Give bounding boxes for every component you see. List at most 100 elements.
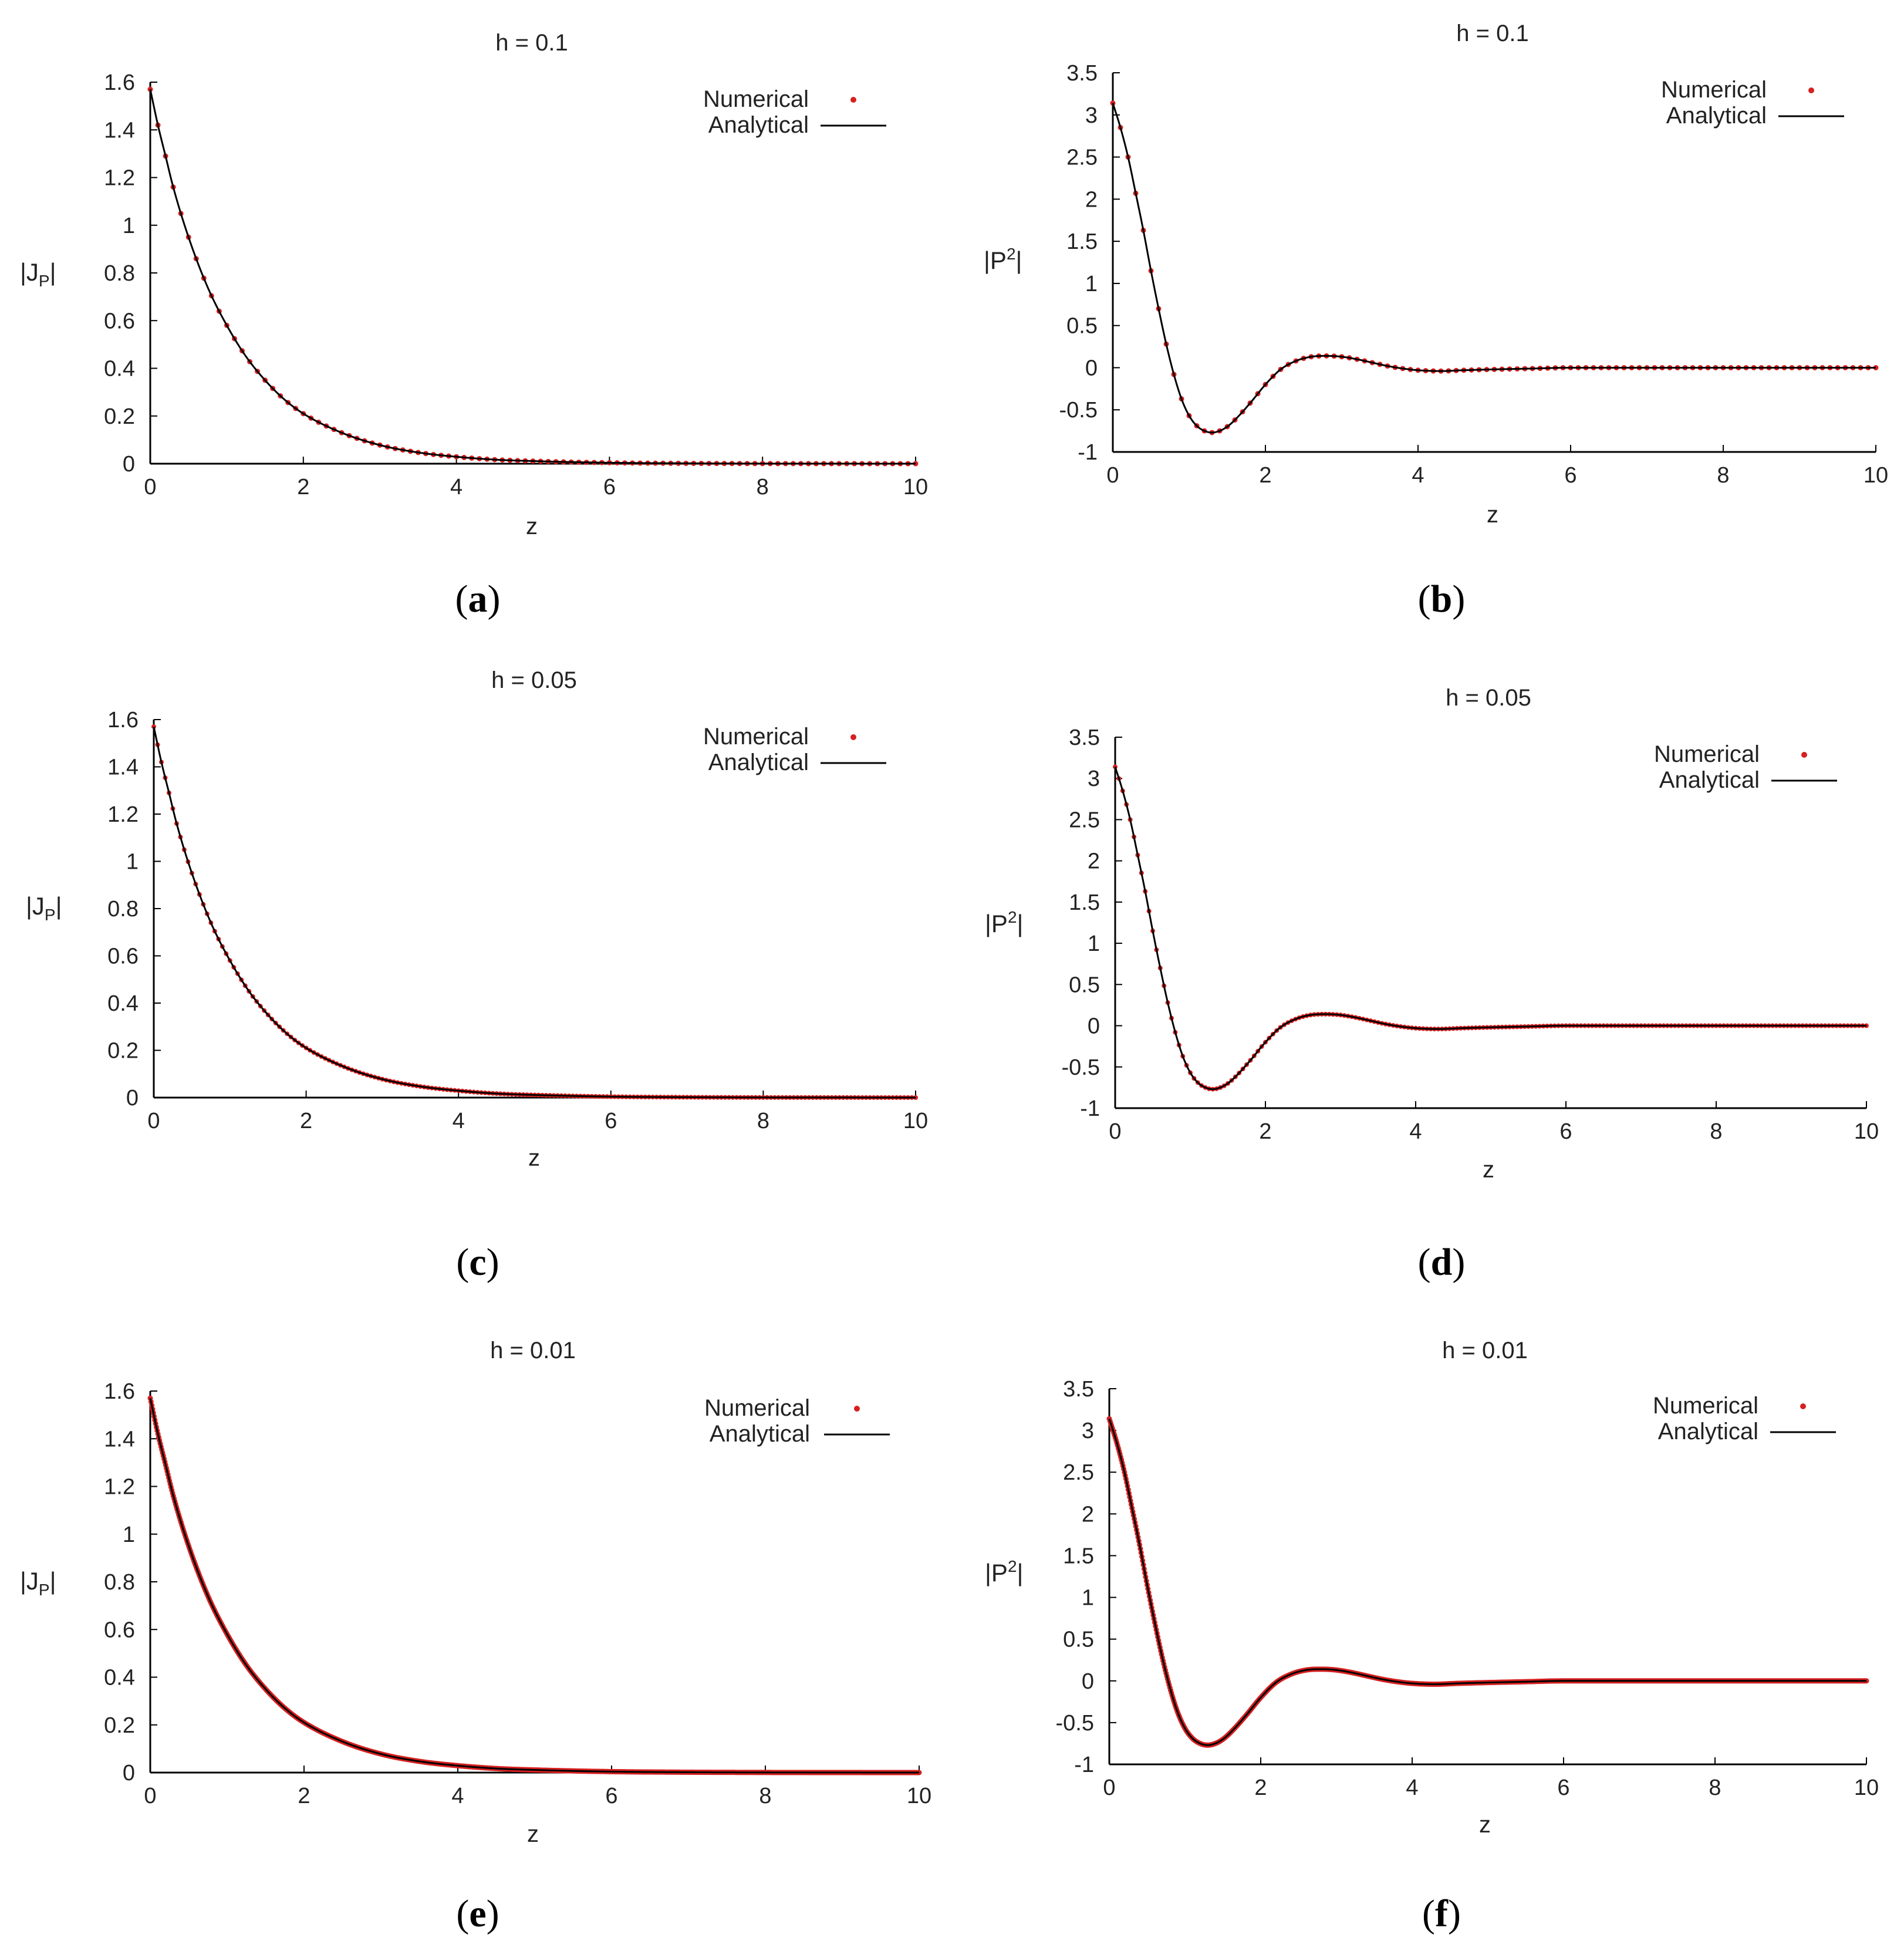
y-tick-label: 0.6 <box>107 944 139 969</box>
series-analytical-line <box>149 1398 919 1774</box>
series-analytical-line <box>149 89 916 465</box>
x-tick-label: 2 <box>1254 1776 1267 1800</box>
y-axis-label-close: | <box>50 1567 56 1595</box>
y-tick-label: 1 <box>1085 272 1098 296</box>
x-tick-label: 6 <box>1559 1119 1572 1144</box>
y-tick-label: 0.8 <box>104 1570 135 1595</box>
x-tick-label: 4 <box>453 1109 465 1133</box>
legend-label-analytical: Analytical <box>708 112 809 138</box>
y-tick-label: 0.6 <box>104 309 135 333</box>
y-tick-label: -1 <box>1080 1096 1100 1121</box>
caption-close: ) <box>487 1892 499 1935</box>
x-tick-label: 0 <box>147 1109 160 1133</box>
caption-f: (f) <box>1422 1892 1461 1935</box>
y-tick-label: 0.5 <box>1069 973 1100 997</box>
y-tick-label: 1.6 <box>104 70 135 95</box>
y-tick-label: -0.5 <box>1056 1711 1094 1736</box>
x-tick-label: 10 <box>903 475 928 499</box>
x-tick-label: 4 <box>1412 463 1424 488</box>
panel-e: h = 0.01 z |JP| Numerical Analytical 0 2 4… <box>20 1338 931 1847</box>
x-axis-label: z <box>527 1821 539 1847</box>
legend-label-analytical: Analytical <box>1658 1419 1758 1444</box>
series-analytical-line <box>1114 767 1866 1091</box>
y-tick-label: 1.4 <box>104 1427 135 1452</box>
caption-c: (c) <box>456 1241 499 1284</box>
y-tick-label: 0.4 <box>107 991 139 1016</box>
y-tick-label: 0.5 <box>1066 314 1098 339</box>
x-axis-label: z <box>1487 502 1498 528</box>
x-tick-label: 10 <box>1864 463 1888 488</box>
y-tick-label: 0 <box>1082 1669 1094 1694</box>
x-tick-label: 2 <box>298 1784 310 1808</box>
series-analytical-line <box>1108 1418 1866 1746</box>
y-tick-label: 0.2 <box>107 1039 139 1064</box>
x-tick-label: 8 <box>757 475 769 499</box>
x-tick-label: 4 <box>450 475 463 499</box>
panel-c: h = 0.05 z |JP| Numerical Analytical 0 2 4… <box>26 667 928 1171</box>
x-tick-label: 2 <box>1259 463 1271 488</box>
x-tick-label: 10 <box>907 1784 931 1808</box>
caption-open: ( <box>455 578 468 620</box>
x-axis-label: z <box>526 514 538 539</box>
legend-marker-numerical <box>1801 752 1807 758</box>
caption-letter: e <box>469 1892 486 1935</box>
legend-label-numerical: Numerical <box>1653 1393 1758 1419</box>
y-tick-label: 2.5 <box>1066 146 1098 170</box>
legend-label-numerical: Numerical <box>703 724 809 750</box>
y-axis-label-close: | <box>1017 910 1024 937</box>
y-tick-label: 0 <box>126 1086 139 1110</box>
y-axis-label: |P2| <box>985 1557 1023 1587</box>
y-tick-label: 0.5 <box>1063 1628 1094 1652</box>
caption-open: ( <box>1422 1892 1435 1935</box>
x-tick-label: 10 <box>1854 1776 1879 1800</box>
caption-open: ( <box>1418 578 1431 620</box>
x-tick-label: 0 <box>1106 463 1119 488</box>
legend-label-numerical: Numerical <box>704 1395 810 1421</box>
y-tick-label: 2.5 <box>1069 808 1100 832</box>
chart-title: h = 0.05 <box>1446 685 1531 711</box>
x-tick-label: 4 <box>1409 1119 1422 1144</box>
chart-title: h = 0.05 <box>491 667 577 693</box>
y-tick-label: 1 <box>123 1523 135 1547</box>
y-tick-label: 3.5 <box>1063 1377 1094 1402</box>
y-tick-label: -0.5 <box>1062 1055 1100 1080</box>
x-axis-label: z <box>1483 1157 1494 1183</box>
y-axis-label-base: |J <box>20 258 39 286</box>
y-tick-label: 0 <box>1085 356 1098 380</box>
caption-close: ) <box>1452 1241 1465 1284</box>
y-tick-label: -0.5 <box>1059 398 1098 423</box>
y-tick-label: 1 <box>126 850 139 875</box>
y-axis-label: |JP| <box>20 1567 56 1599</box>
x-tick-label: 6 <box>605 1784 617 1808</box>
caption-letter: d <box>1431 1241 1453 1284</box>
x-tick-label: 6 <box>603 475 616 499</box>
y-axis-label-close: | <box>1017 1559 1024 1587</box>
y-tick-label: 1.6 <box>104 1379 135 1404</box>
legend-label-analytical: Analytical <box>710 1421 810 1447</box>
y-axis-label-base: |P <box>985 910 1008 937</box>
y-axis-label-superscript: 2 <box>1008 1557 1017 1575</box>
legend-label-numerical: Numerical <box>1654 741 1760 767</box>
y-axis-label: |P2| <box>985 908 1023 937</box>
y-tick-label: 2 <box>1088 849 1100 874</box>
legend-label-analytical: Analytical <box>1659 767 1760 793</box>
y-axis-label-base: |J <box>26 892 45 920</box>
y-tick-label: 3 <box>1082 1419 1094 1443</box>
y-tick-label: 0 <box>123 1761 135 1785</box>
x-axis-label: z <box>1479 1812 1491 1838</box>
legend-marker-numerical <box>1800 1403 1806 1409</box>
chart-title: h = 0.01 <box>490 1338 576 1363</box>
caption-b: (b) <box>1418 578 1466 620</box>
y-axis-label-subscript: P <box>45 906 56 924</box>
legend: Numerical Analytical <box>1653 1393 1758 1444</box>
y-axis-label: |JP| <box>26 892 62 924</box>
chart-title: h = 0.1 <box>1456 21 1528 46</box>
y-tick-label: 1.2 <box>104 166 135 191</box>
caption-a: (a) <box>455 578 501 620</box>
x-tick-label: 8 <box>1710 1119 1722 1144</box>
caption-open: ( <box>1418 1241 1431 1284</box>
caption-d: (d) <box>1418 1241 1466 1284</box>
